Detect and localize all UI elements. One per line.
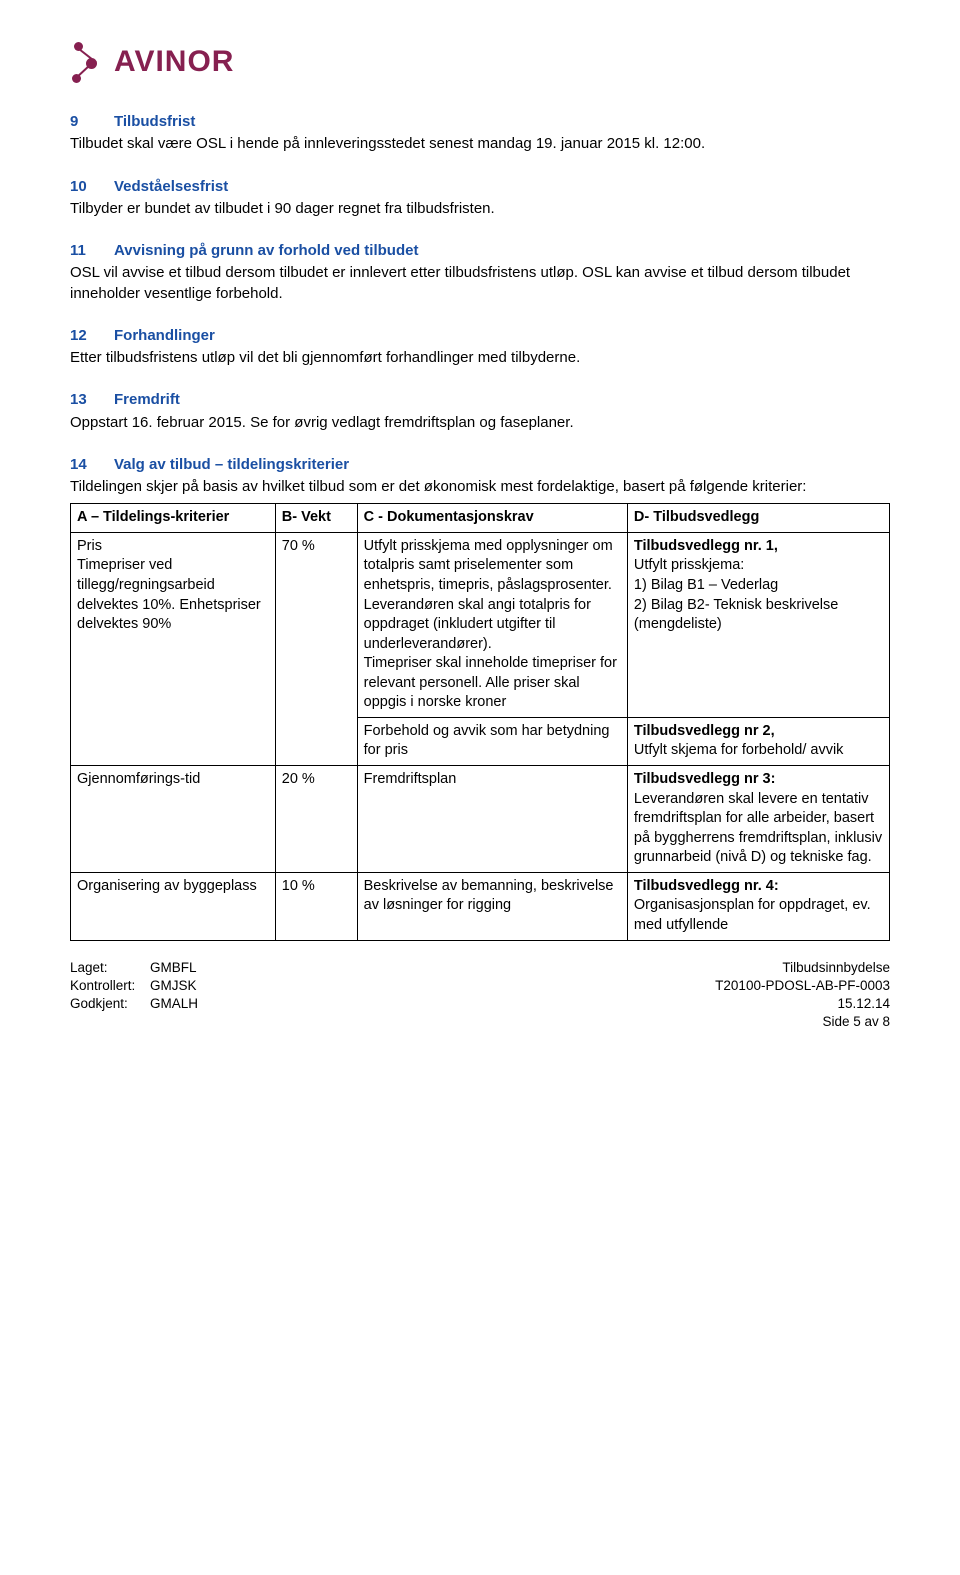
section-body: Tilbyder er bundet av tilbudet i 90 dage…: [70, 199, 890, 219]
footer-value: GMBFL: [150, 960, 197, 975]
attach-title: Tilbudsvedlegg nr. 4:: [634, 878, 779, 894]
section-number: 12: [70, 326, 114, 346]
section-title: Fremdrift: [114, 391, 180, 408]
footer-date: 15.12.14: [715, 995, 890, 1013]
section-number: 13: [70, 390, 114, 410]
section-title: Vedståelsesfrist: [114, 178, 228, 195]
section-body: Tilbudet skal være OSL i hende på innlev…: [70, 134, 890, 154]
attach-body: Utfylt skjema for forbehold/ avvik: [634, 742, 844, 758]
section-11: 11Avvisning på grunn av forhold ved tilb…: [70, 241, 890, 304]
cell-weight: 70 %: [275, 532, 357, 765]
attach-body: Utfylt prisskjema:1) Bilag B1 – Vederlag…: [634, 557, 838, 632]
logo-icon: [70, 40, 106, 84]
cell-criteria: Organisering av byggeplass: [71, 872, 276, 940]
table-header-row: A – Tildelings-kriterier B- Vekt C - Dok…: [71, 504, 890, 533]
cell-doc: Beskrivelse av bemanning, beskrivelse av…: [357, 872, 627, 940]
footer-label: Godkjent:: [70, 995, 150, 1013]
section-10: 10Vedståelsesfrist Tilbyder er bundet av…: [70, 177, 890, 220]
cell-doc: Fremdriftsplan: [357, 766, 627, 873]
cell-attach: Tilbudsvedlegg nr. 1, Utfylt prisskjema:1…: [627, 532, 889, 717]
section-number: 10: [70, 177, 114, 197]
col-header-c: C - Dokumentasjonskrav: [357, 504, 627, 533]
col-header-a: A – Tildelings-kriterier: [71, 504, 276, 533]
footer-doc-id: T20100-PDOSL-AB-PF-0003: [715, 977, 890, 995]
cell-doc: Forbehold og avvik som har betydning for…: [357, 717, 627, 765]
logo: AVINOR: [70, 40, 890, 84]
section-title: Valg av tilbud – tildelingskriterier: [114, 456, 349, 473]
cell-criteria: PrisTimepriser ved tillegg/regningsarbei…: [71, 532, 276, 765]
footer-right: Tilbudsinnbydelse T20100-PDOSL-AB-PF-000…: [715, 959, 890, 1032]
col-header-b: B- Vekt: [275, 504, 357, 533]
section-number: 11: [70, 241, 114, 261]
section-13: 13Fremdrift Oppstart 16. februar 2015. S…: [70, 390, 890, 433]
section-14: 14Valg av tilbud – tildelingskriterier T…: [70, 455, 890, 498]
footer-left: Laget:GMBFL Kontrollert:GMJSK Godkjent:G…: [70, 959, 198, 1032]
footer-label: Laget:: [70, 959, 150, 977]
cell-attach: Tilbudsvedlegg nr 3: Leverandøren skal le…: [627, 766, 889, 873]
section-number: 9: [70, 112, 114, 132]
section-title: Avvisning på grunn av forhold ved tilbud…: [114, 242, 418, 259]
section-body: Etter tilbudsfristens utløp vil det bli …: [70, 348, 890, 368]
attach-body: Leverandøren skal levere en tentativ fre…: [634, 791, 882, 866]
attach-title: Tilbudsvedlegg nr 3:: [634, 771, 776, 787]
footer-value: GMALH: [150, 996, 198, 1011]
page-footer: Laget:GMBFL Kontrollert:GMJSK Godkjent:G…: [70, 959, 890, 1032]
footer-page: Side 5 av 8: [715, 1013, 890, 1031]
section-body: OSL vil avvise et tilbud dersom tilbudet…: [70, 263, 890, 304]
col-header-d: D- Tilbudsvedlegg: [627, 504, 889, 533]
footer-value: GMJSK: [150, 978, 197, 993]
cell-weight: 20 %: [275, 766, 357, 873]
section-9: 9Tilbudsfrist Tilbudet skal være OSL i h…: [70, 112, 890, 155]
document-page: AVINOR 9Tilbudsfrist Tilbudet skal være …: [0, 0, 960, 1051]
cell-doc: Utfylt prisskjema med opplysninger om to…: [357, 532, 627, 717]
section-title: Tilbudsfrist: [114, 113, 195, 130]
attach-title: Tilbudsvedlegg nr 2,: [634, 723, 775, 739]
table-row: PrisTimepriser ved tillegg/regningsarbei…: [71, 532, 890, 717]
section-number: 14: [70, 455, 114, 475]
table-row: Organisering av byggeplass 10 % Beskrive…: [71, 872, 890, 940]
cell-attach: Tilbudsvedlegg nr. 4: Organisasjonsplan f…: [627, 872, 889, 940]
section-title: Forhandlinger: [114, 327, 215, 344]
attach-body: Organisasjonsplan for oppdraget, ev. med…: [634, 897, 871, 933]
table-row: Gjennomførings-tid 20 % Fremdriftsplan T…: [71, 766, 890, 873]
footer-label: Kontrollert:: [70, 977, 150, 995]
brand-name: AVINOR: [114, 42, 234, 83]
section-body: Oppstart 16. februar 2015. Se for øvrig …: [70, 413, 890, 433]
section-body: Tildelingen skjer på basis av hvilket ti…: [70, 477, 890, 497]
cell-criteria: Gjennomførings-tid: [71, 766, 276, 873]
criteria-table: A – Tildelings-kriterier B- Vekt C - Dok…: [70, 503, 890, 940]
footer-doc-title: Tilbudsinnbydelse: [715, 959, 890, 977]
cell-attach: Tilbudsvedlegg nr 2, Utfylt skjema for fo…: [627, 717, 889, 765]
cell-weight: 10 %: [275, 872, 357, 940]
section-12: 12Forhandlinger Etter tilbudsfristens ut…: [70, 326, 890, 369]
attach-title: Tilbudsvedlegg nr. 1,: [634, 538, 778, 554]
